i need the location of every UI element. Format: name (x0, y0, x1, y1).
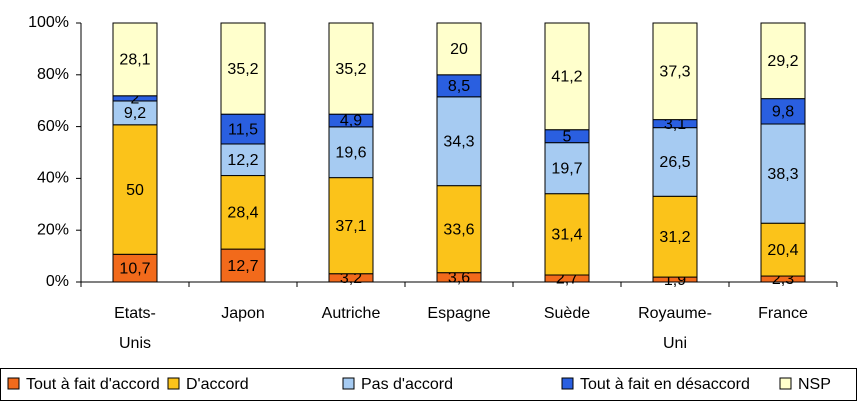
data-label: 37,1 (335, 218, 366, 235)
bar-segment (652, 22, 698, 121)
legend-label: Tout à fait en désaccord (580, 376, 750, 393)
data-label: 9,2 (124, 105, 146, 122)
bar-segment (760, 123, 806, 224)
data-label: 20,4 (767, 242, 798, 259)
y-tick-label: 40% (37, 170, 69, 187)
legend-swatch (167, 377, 180, 390)
bar-segment (220, 175, 266, 250)
bar-segment (544, 142, 590, 195)
data-label: 38,3 (767, 166, 798, 183)
legend-label: Pas d'accord (361, 376, 453, 393)
data-label: 31,4 (551, 227, 582, 244)
data-label: 4,9 (340, 113, 362, 130)
data-label: 33,6 (443, 221, 474, 238)
bar-segment (112, 124, 158, 255)
bar-segment (328, 177, 374, 275)
bar-segment (112, 253, 158, 283)
y-tick-label: 0% (46, 273, 69, 290)
x-tick-label-line: Uni (663, 335, 687, 352)
legend-swatch (7, 377, 20, 390)
x-tick-label: Suède (544, 305, 590, 322)
data-label: 12,7 (227, 258, 258, 275)
x-tick-label-line: Etats- (114, 305, 156, 322)
data-label: 12,2 (227, 152, 258, 169)
data-label: 34,3 (443, 133, 474, 150)
x-tick-label: Espagne (427, 305, 490, 322)
x-tick-label: Autriche (322, 305, 381, 322)
bar-segment (436, 22, 482, 76)
bar-segment (436, 185, 482, 274)
data-label: 19,6 (335, 144, 366, 161)
legend-swatch (342, 377, 355, 390)
data-label: 10,7 (119, 260, 150, 277)
bar-segment (544, 193, 590, 276)
bar-segment (760, 22, 806, 100)
bar-segment (544, 22, 590, 131)
data-label: 37,3 (659, 64, 690, 81)
x-tick-label: Royaume- Uni (638, 305, 712, 352)
y-tick-label: 100% (28, 14, 69, 31)
bar-segment (652, 195, 698, 278)
data-label: 50 (126, 182, 144, 199)
bar-segment (220, 113, 266, 145)
data-label: 9,8 (772, 104, 794, 121)
legend-swatch (779, 377, 792, 390)
x-tick-label-line: Unis (119, 335, 151, 352)
bar-segment (328, 22, 374, 115)
data-label: 35,2 (227, 61, 258, 78)
x-tick-label: Etats- Unis (114, 305, 156, 352)
x-tick-label: France (758, 305, 808, 322)
y-tick-label: 80% (37, 66, 69, 83)
data-label: 26,5 (659, 154, 690, 171)
data-label: 3,6 (448, 270, 470, 287)
data-label: 35,2 (335, 61, 366, 78)
y-tick-label: 20% (37, 221, 69, 238)
x-tick-label-line: Royaume- (638, 305, 712, 322)
bar-segment (220, 143, 266, 177)
data-label: 31,2 (659, 229, 690, 246)
bar-segment (220, 22, 266, 115)
bar-segment (328, 126, 374, 179)
legend-label: Tout à fait d'accord (26, 376, 160, 393)
bar-segment (760, 98, 806, 125)
data-label: 41,2 (551, 69, 582, 86)
y-tick-label: 60% (37, 118, 69, 135)
data-label: 8,5 (448, 78, 470, 95)
x-tick-label: Japon (221, 305, 265, 322)
data-label: 28,4 (227, 205, 258, 222)
data-label: 11,5 (228, 121, 258, 138)
legend-label: D'accord (186, 376, 249, 393)
data-label: 28,1 (119, 52, 150, 69)
data-label: 5 (563, 128, 572, 145)
data-label: 3,2 (340, 270, 362, 287)
data-label: 2 (131, 91, 140, 108)
legend-label: NSP (798, 376, 831, 393)
data-label: 29,2 (767, 53, 798, 70)
bar-segment (436, 96, 482, 187)
legend-box (0, 368, 857, 401)
bar-segment (652, 127, 698, 197)
legend-swatch (561, 377, 574, 390)
data-label: 19,7 (551, 160, 582, 177)
data-label: 20 (450, 41, 468, 58)
bar-segment (112, 22, 158, 97)
